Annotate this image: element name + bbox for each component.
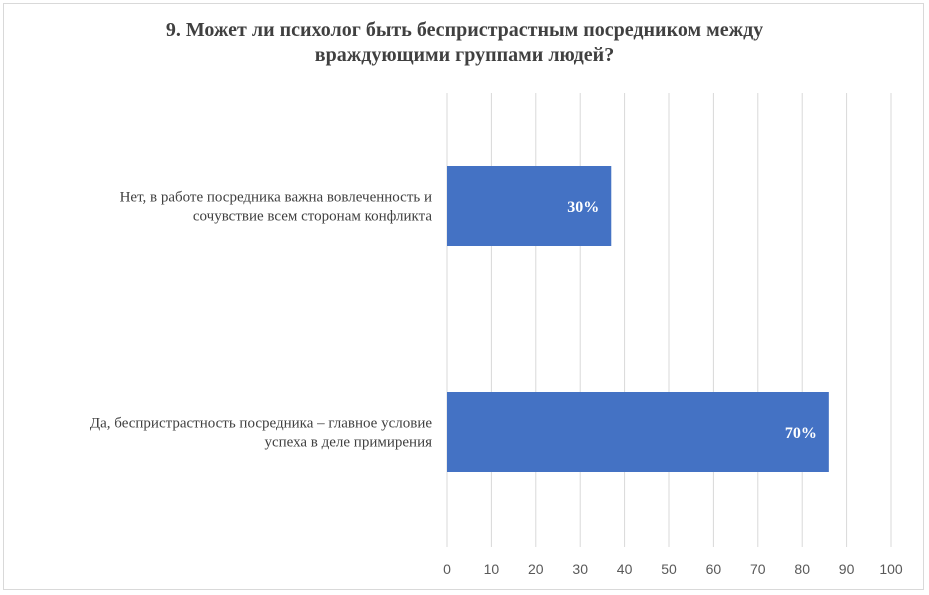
x-tick-label-3: 30	[572, 561, 588, 577]
category-label-1-line-1: успеха в деле примирения	[264, 435, 432, 451]
category-label-1-line-0: Да, беспристрастность посредника – главн…	[90, 416, 432, 432]
x-tick-label-9: 90	[839, 561, 855, 577]
data-label-0: 30%	[567, 199, 599, 216]
x-tick-label-2: 20	[528, 561, 544, 577]
chart-frame	[3, 3, 924, 590]
x-tick-label-1: 10	[484, 561, 500, 577]
bar-1	[447, 392, 829, 472]
chart-title-line-1: 9. Может ли психолог быть беспристрастны…	[165, 19, 764, 41]
x-tick-label-5: 50	[661, 561, 677, 577]
x-tick-label-10: 100	[879, 561, 903, 577]
category-label-0-line-0: Нет, в работе посредника важна вовлеченн…	[120, 190, 432, 206]
x-tick-label-8: 80	[794, 561, 810, 577]
category-label-0-line-1: сочувствие всем сторонам конфликта	[193, 209, 432, 225]
chart-title-line-2: враждующими группами людей?	[314, 44, 615, 66]
x-tick-label-6: 60	[706, 561, 722, 577]
bar-0	[447, 166, 612, 246]
x-tick-label-4: 40	[617, 561, 633, 577]
x-tick-label-0: 0	[443, 561, 451, 577]
data-label-1: 70%	[785, 425, 817, 442]
x-tick-label-7: 70	[750, 561, 766, 577]
chart-title: 9. Может ли психолог быть беспристрастны…	[0, 18, 929, 68]
